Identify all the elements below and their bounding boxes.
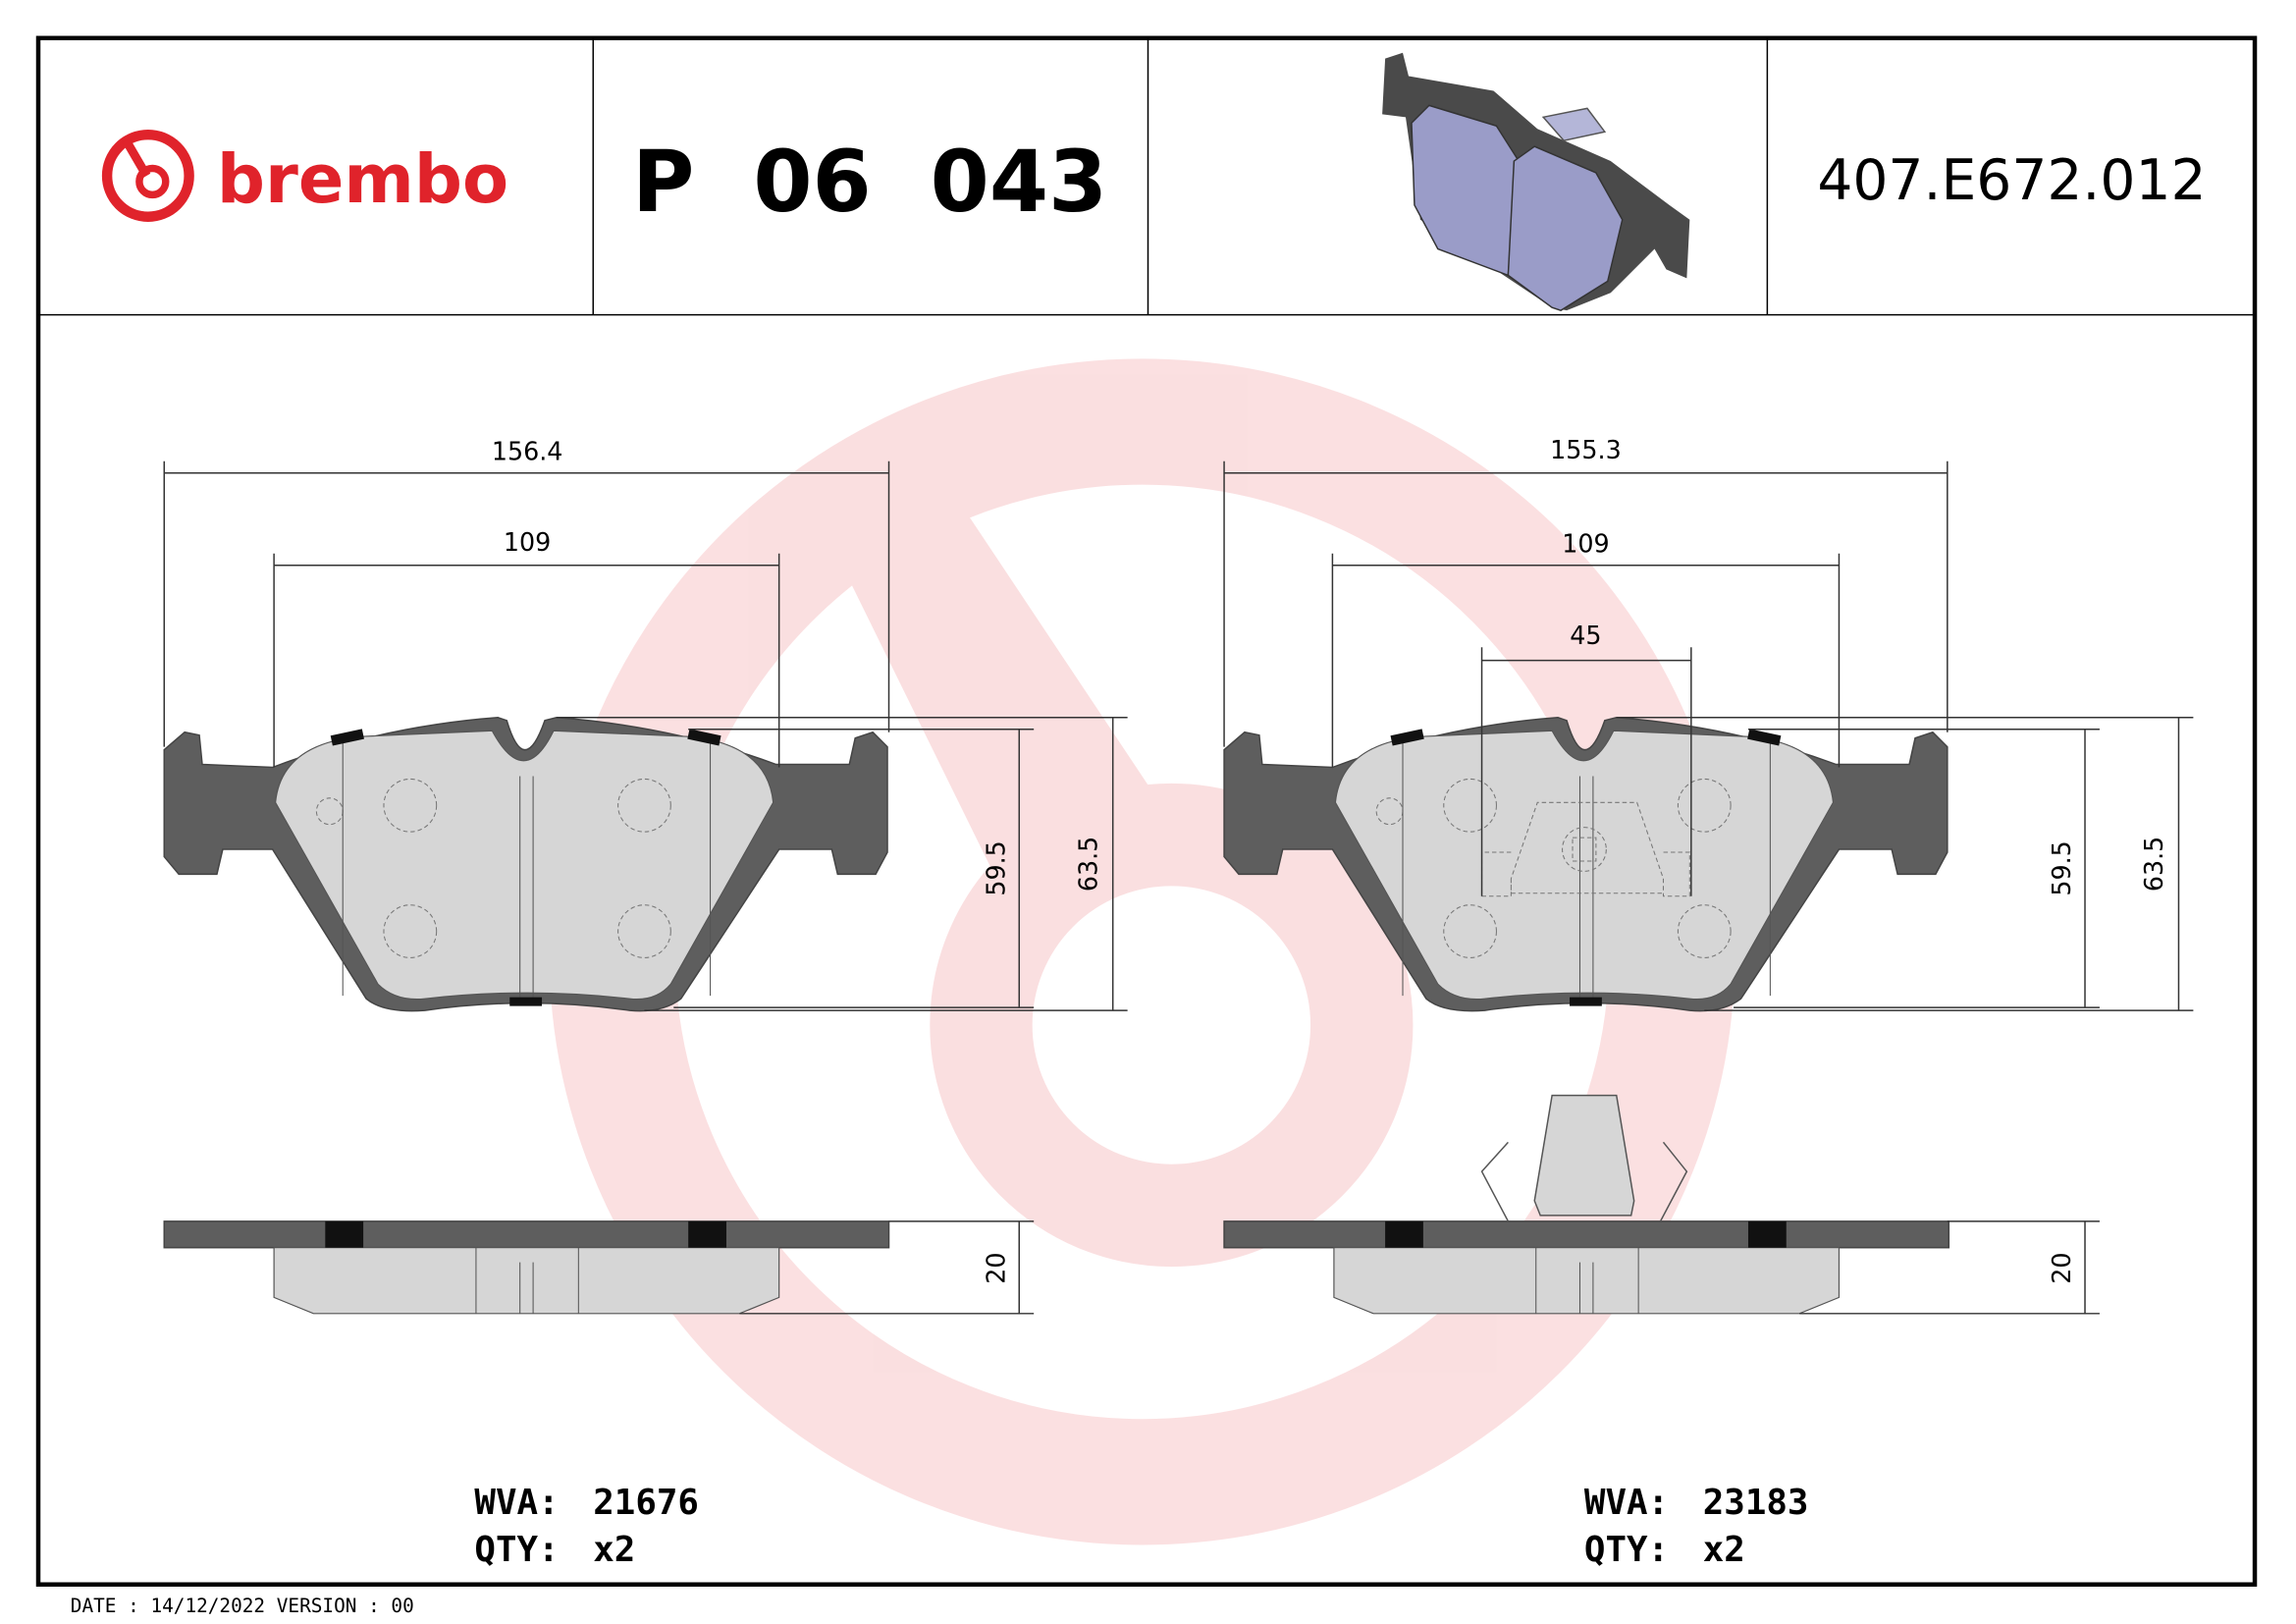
left-wva-value: 21676: [593, 1483, 699, 1523]
right-center-width-label: 45: [1570, 621, 1601, 650]
sheet-border: [35, 35, 2258, 1587]
left-height-outer-label: 63.5: [1073, 837, 1102, 892]
part-number: P 06 043: [632, 134, 1107, 232]
left-wva-label: WVA:: [474, 1483, 559, 1523]
left-height-inner-label: 59.5: [981, 840, 1010, 895]
reference-number: 407.E672.012: [1817, 148, 2206, 213]
right-wva-label: WVA:: [1584, 1483, 1669, 1523]
left-dimension-lines: [163, 460, 1128, 1315]
right-qty-value: x2: [1703, 1530, 1745, 1570]
right-overall-width-label: 155.3: [1550, 435, 1622, 464]
left-qty-value: x2: [593, 1530, 635, 1570]
brembo-logo-icon: [101, 129, 194, 222]
right-wva-value: 23183: [1703, 1483, 1809, 1523]
left-qty-label: QTY:: [474, 1530, 559, 1570]
right-height-outer-label: 63.5: [2139, 837, 2168, 892]
right-qty-label: QTY:: [1584, 1530, 1669, 1570]
right-inner-width-label: 109: [1562, 528, 1609, 558]
brake-pad-product-image: [1382, 52, 1690, 312]
right-dimension-lines: [1223, 460, 2194, 1315]
brembo-logo: brembo: [101, 129, 508, 222]
right-pad-side-view: [1223, 1094, 1950, 1315]
left-overall-width-label: 156.4: [492, 436, 563, 465]
right-height-inner-label: 59.5: [2047, 840, 2076, 895]
left-inner-width-label: 109: [504, 527, 551, 557]
date-version-footer: DATE : 14/12/2022 VERSION : 00: [71, 1595, 414, 1617]
left-thickness-label: 20: [981, 1252, 1010, 1283]
brand-wordmark: brembo: [217, 140, 508, 219]
right-thickness-label: 20: [2047, 1252, 2076, 1283]
